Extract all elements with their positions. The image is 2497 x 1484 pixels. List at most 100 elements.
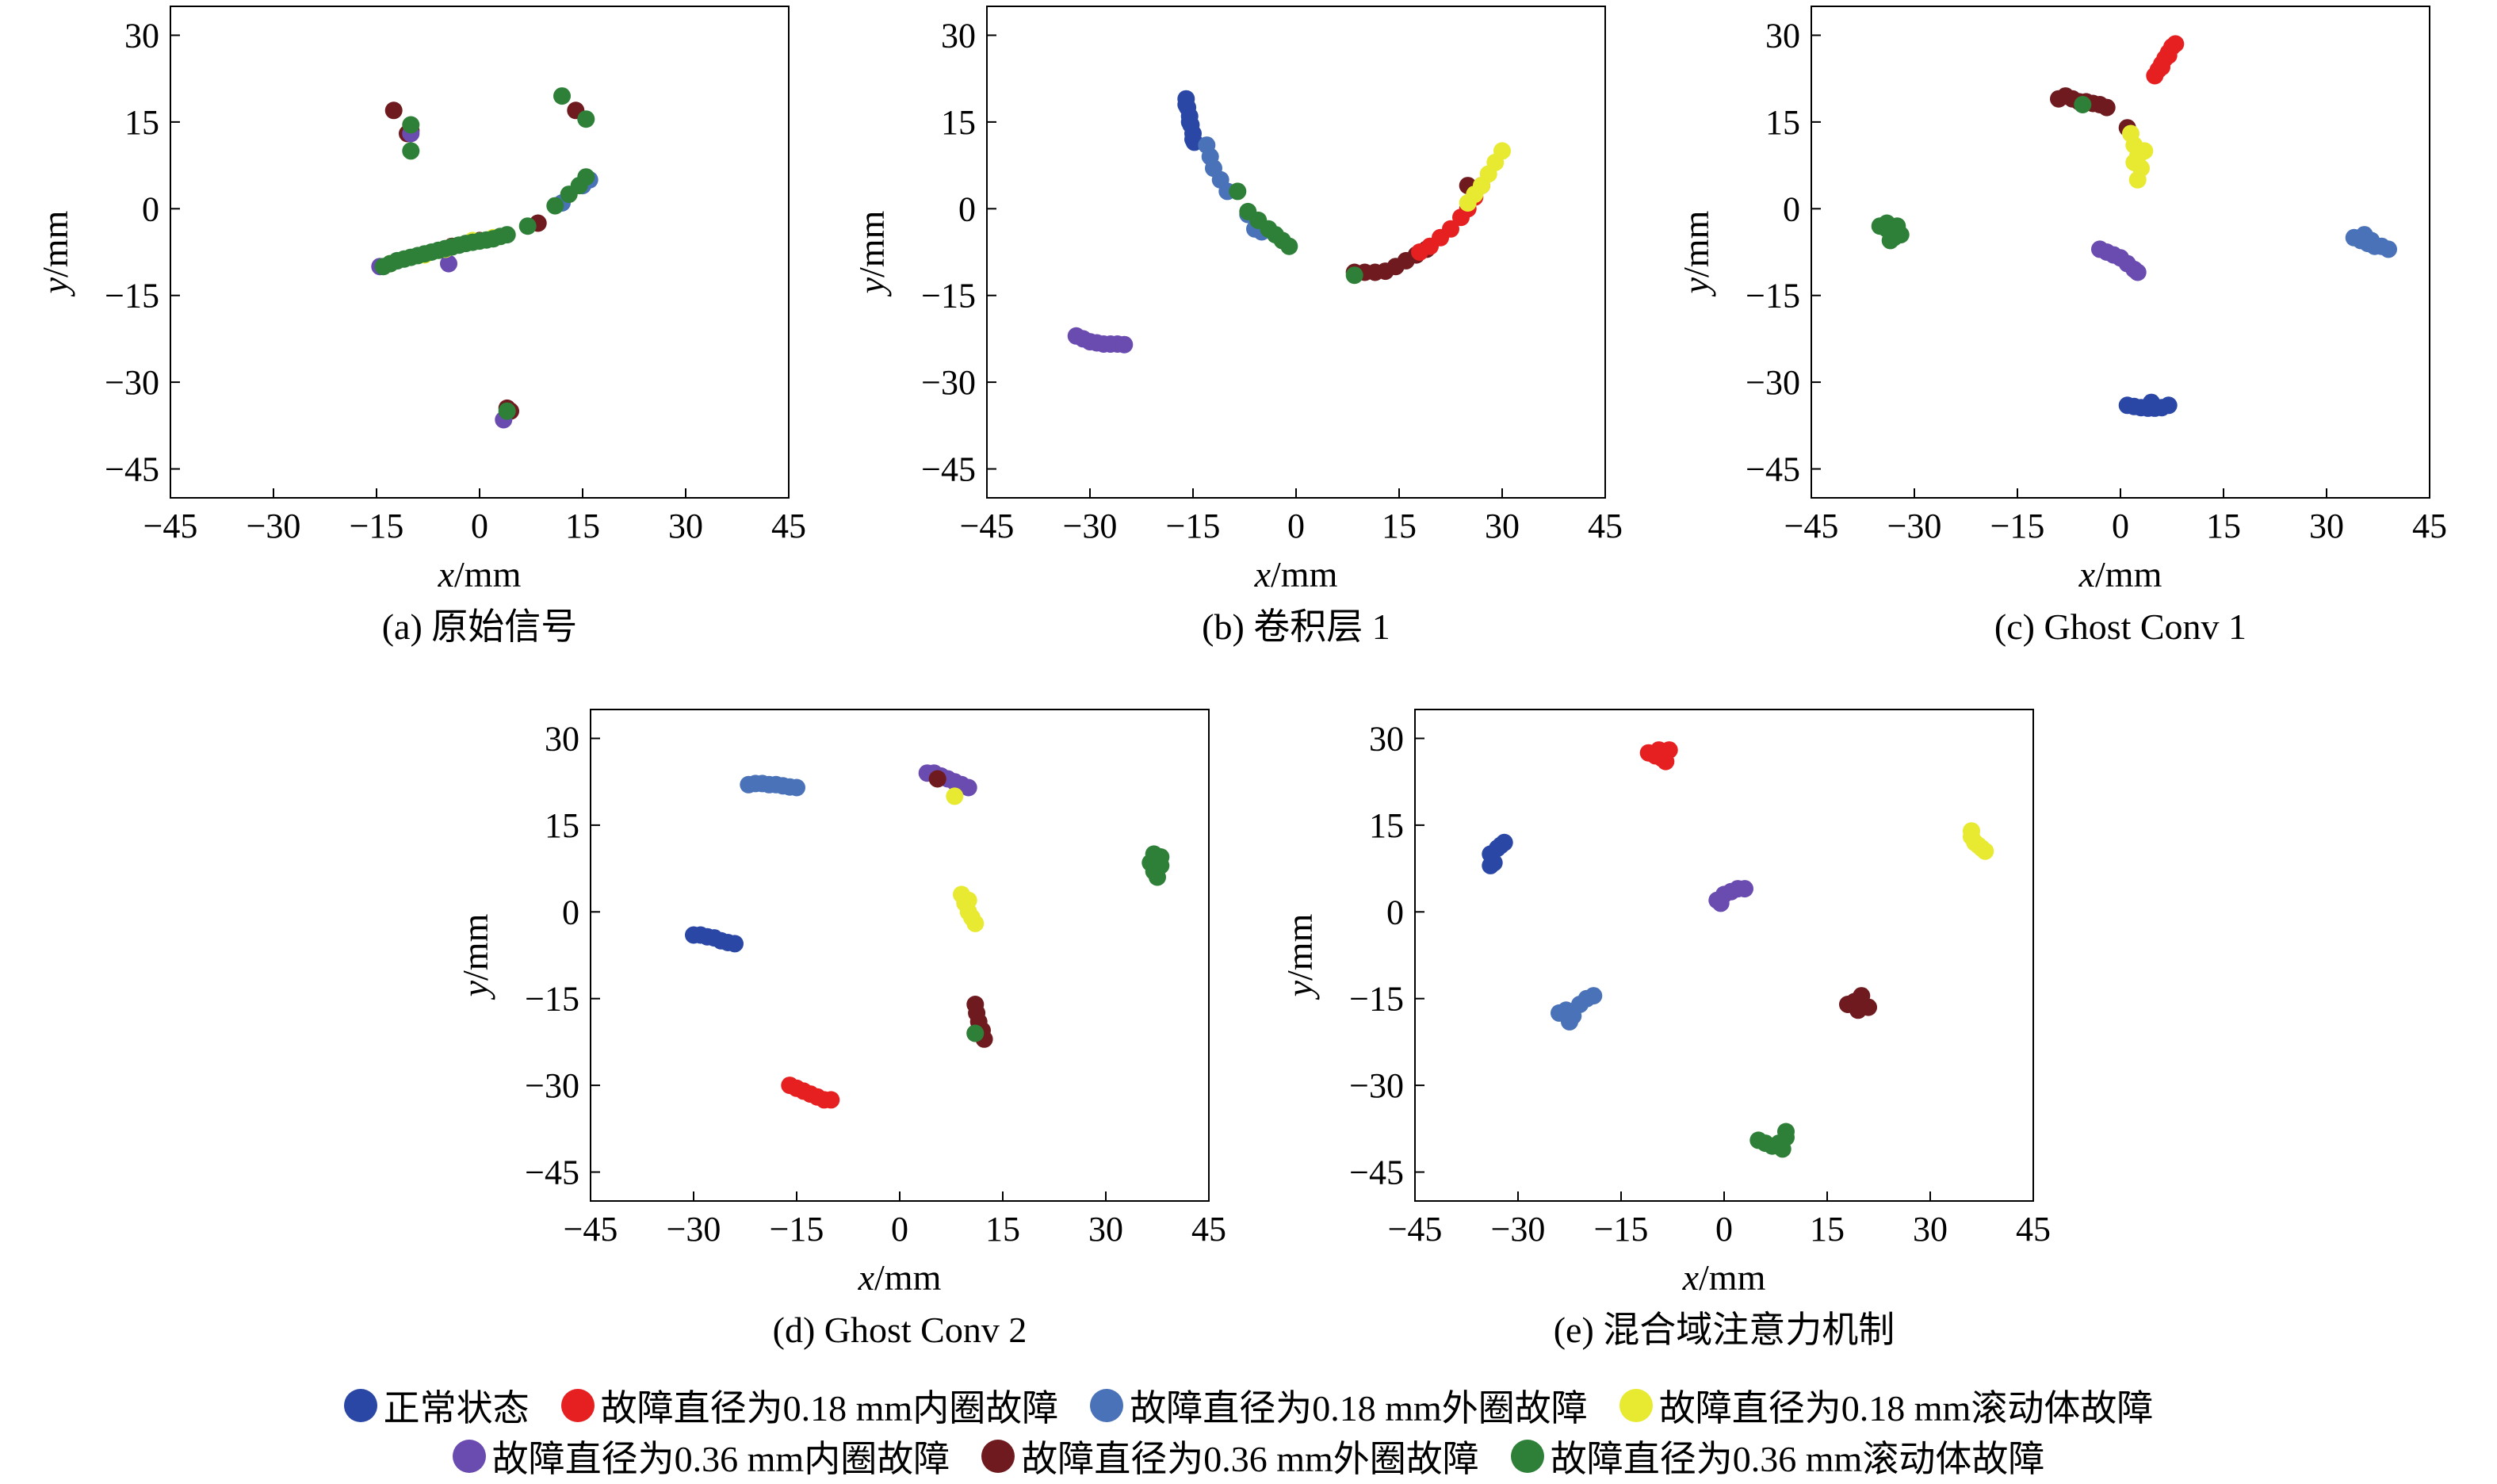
y-tick-label: 30 [1369, 719, 1404, 758]
x-tick-label: 0 [891, 1210, 908, 1249]
data-point-ball036 [966, 1024, 985, 1042]
x-tick-label: 45 [1191, 1210, 1226, 1249]
x-tick-label: −15 [1594, 1210, 1649, 1249]
data-point-normal [1184, 130, 1202, 148]
legend-marker-ir036 [452, 1440, 486, 1473]
legend-row-1: 正常状态 故障直径为0.18 mm内圈故障 故障直径为0.18 mm外圈故障 故… [0, 1378, 2497, 1433]
y-tick-label: −30 [1349, 1066, 1404, 1105]
x-tick-label: 30 [1913, 1210, 1948, 1249]
data-point-ir018 [822, 1091, 840, 1109]
x-tick-label: 45 [1588, 507, 1623, 545]
x-tick-label: 45 [2412, 507, 2447, 545]
x-tick-label: 0 [1715, 1210, 1733, 1249]
y-axis-label: y/mm [1279, 913, 1320, 1000]
x-axis-label: x/mm [1254, 554, 1338, 595]
data-point-ir036 [1711, 894, 1730, 912]
x-tick-label: 0 [2112, 507, 2129, 545]
data-point-ball036 [577, 110, 595, 128]
x-tick-label: 45 [771, 507, 806, 545]
x-tick-label: 30 [1485, 507, 1520, 545]
data-point-or018 [2380, 240, 2397, 258]
data-point-normal [2143, 393, 2160, 411]
legend-marker-or036 [981, 1440, 1015, 1473]
data-point-ball036 [1149, 868, 1166, 886]
y-tick-label: 15 [941, 103, 976, 142]
data-point-ir036 [959, 778, 977, 797]
y-tick-label: −30 [921, 363, 976, 402]
data-point-ball018 [2136, 142, 2154, 160]
y-tick-label: 15 [124, 103, 159, 142]
data-point-ball036 [1280, 237, 1298, 255]
legend-marker-ir018 [560, 1389, 595, 1422]
data-point-or036 [2097, 98, 2116, 117]
x-tick-label: −15 [770, 1210, 824, 1249]
scatter-panel-5: −45 −30 −15 0 15 30 45 −45 −30 −15 0 15 30 x/mm y/mm (e… [1279, 709, 2051, 1350]
data-point-ball018 [1493, 142, 1511, 160]
legend-item-ball018: 故障直径为0.18 mm滚动体故障 [1619, 1379, 2153, 1432]
data-point-ball018 [1976, 842, 1994, 860]
data-point-ball036 [402, 142, 420, 160]
data-point-normal [2159, 396, 2178, 415]
x-tick-label: −30 [667, 1210, 721, 1249]
data-point-ball018 [959, 891, 977, 909]
y-tick-label: 30 [545, 719, 579, 758]
legend-item-or036: 故障直径为0.36 mm外圈故障 [981, 1430, 1479, 1482]
data-point-ball036 [546, 197, 564, 215]
y-tick-label: −45 [1746, 450, 1800, 489]
data-point-ball036 [518, 217, 537, 235]
data-point-ball036 [1773, 1140, 1791, 1158]
legend-label: 故障直径为0.36 mm滚动体故障 [1550, 1439, 2045, 1479]
x-tick-label: −45 [960, 507, 1015, 545]
y-tick-label: 15 [1765, 103, 1800, 142]
plot-frame [170, 6, 790, 499]
x-tick-label: −15 [1990, 507, 2045, 545]
data-point-ball018 [966, 914, 985, 932]
legend-label: 故障直径为0.18 mm内圈故障 [600, 1388, 1059, 1429]
x-tick-label: 15 [565, 507, 600, 545]
y-tick-label: −15 [105, 277, 159, 316]
legend-label: 正常状态 [383, 1388, 530, 1429]
y-axis-label: y/mm [851, 210, 892, 296]
data-point-or036 [928, 770, 946, 788]
data-point-ball036 [1881, 231, 1899, 250]
panel-caption: (e) 混合域注意力机制 [1554, 1310, 1895, 1350]
data-point-ball018 [2128, 170, 2147, 189]
x-tick-label: 15 [1382, 507, 1417, 545]
x-tick-label: 15 [1810, 1210, 1845, 1249]
data-point-ball036 [1888, 217, 1906, 235]
x-tick-label: 30 [668, 507, 703, 545]
x-tick-label: 15 [2206, 507, 2241, 545]
y-tick-label: −45 [525, 1153, 579, 1192]
x-tick-label: 45 [2016, 1210, 2051, 1249]
y-tick-label: −15 [525, 980, 579, 1019]
legend-item-ir036: 故障直径为0.36 mm内圈故障 [452, 1430, 950, 1482]
x-axis-label: x/mm [1682, 1257, 1766, 1298]
y-tick-label: −45 [921, 450, 976, 489]
y-tick-label: 30 [1765, 16, 1800, 55]
y-axis-label: y/mm [1676, 210, 1716, 296]
scatter-panel-1: −45 −30 −15 0 15 30 45 −45 −30 −15 0 15 30 x/mm y/mm (a… [35, 6, 806, 647]
y-tick-label: 30 [941, 16, 976, 55]
plot-frame [986, 6, 1606, 499]
data-point-normal [726, 935, 744, 953]
y-tick-label: −15 [1349, 980, 1404, 1019]
plot-frame [1414, 709, 2034, 1202]
data-point-ball036 [1345, 266, 1363, 285]
data-point-or018 [788, 778, 805, 797]
data-point-or036 [1853, 987, 1871, 1005]
data-point-or036 [1849, 1001, 1867, 1019]
y-tick-label: −30 [105, 363, 159, 402]
scatter-panel-2: −45 −30 −15 0 15 30 45 −45 −30 −15 0 15 30 x/mm y/mm (b… [851, 6, 1623, 647]
y-tick-label: −45 [1349, 1153, 1404, 1192]
data-point-ball036 [553, 87, 571, 105]
data-point-normal [1180, 113, 1199, 131]
x-tick-label: −15 [350, 507, 404, 545]
x-tick-label: 30 [2309, 507, 2344, 545]
data-point-ball036 [1152, 848, 1170, 866]
x-axis-label: x/mm [438, 554, 522, 595]
data-point-normal [1492, 836, 1510, 855]
x-tick-label: 0 [1287, 507, 1305, 545]
panel-caption: (c) Ghost Conv 1 [1994, 606, 2247, 647]
data-point-ball036 [498, 402, 516, 420]
panel-caption: (b) 卷积层 1 [1202, 606, 1390, 647]
